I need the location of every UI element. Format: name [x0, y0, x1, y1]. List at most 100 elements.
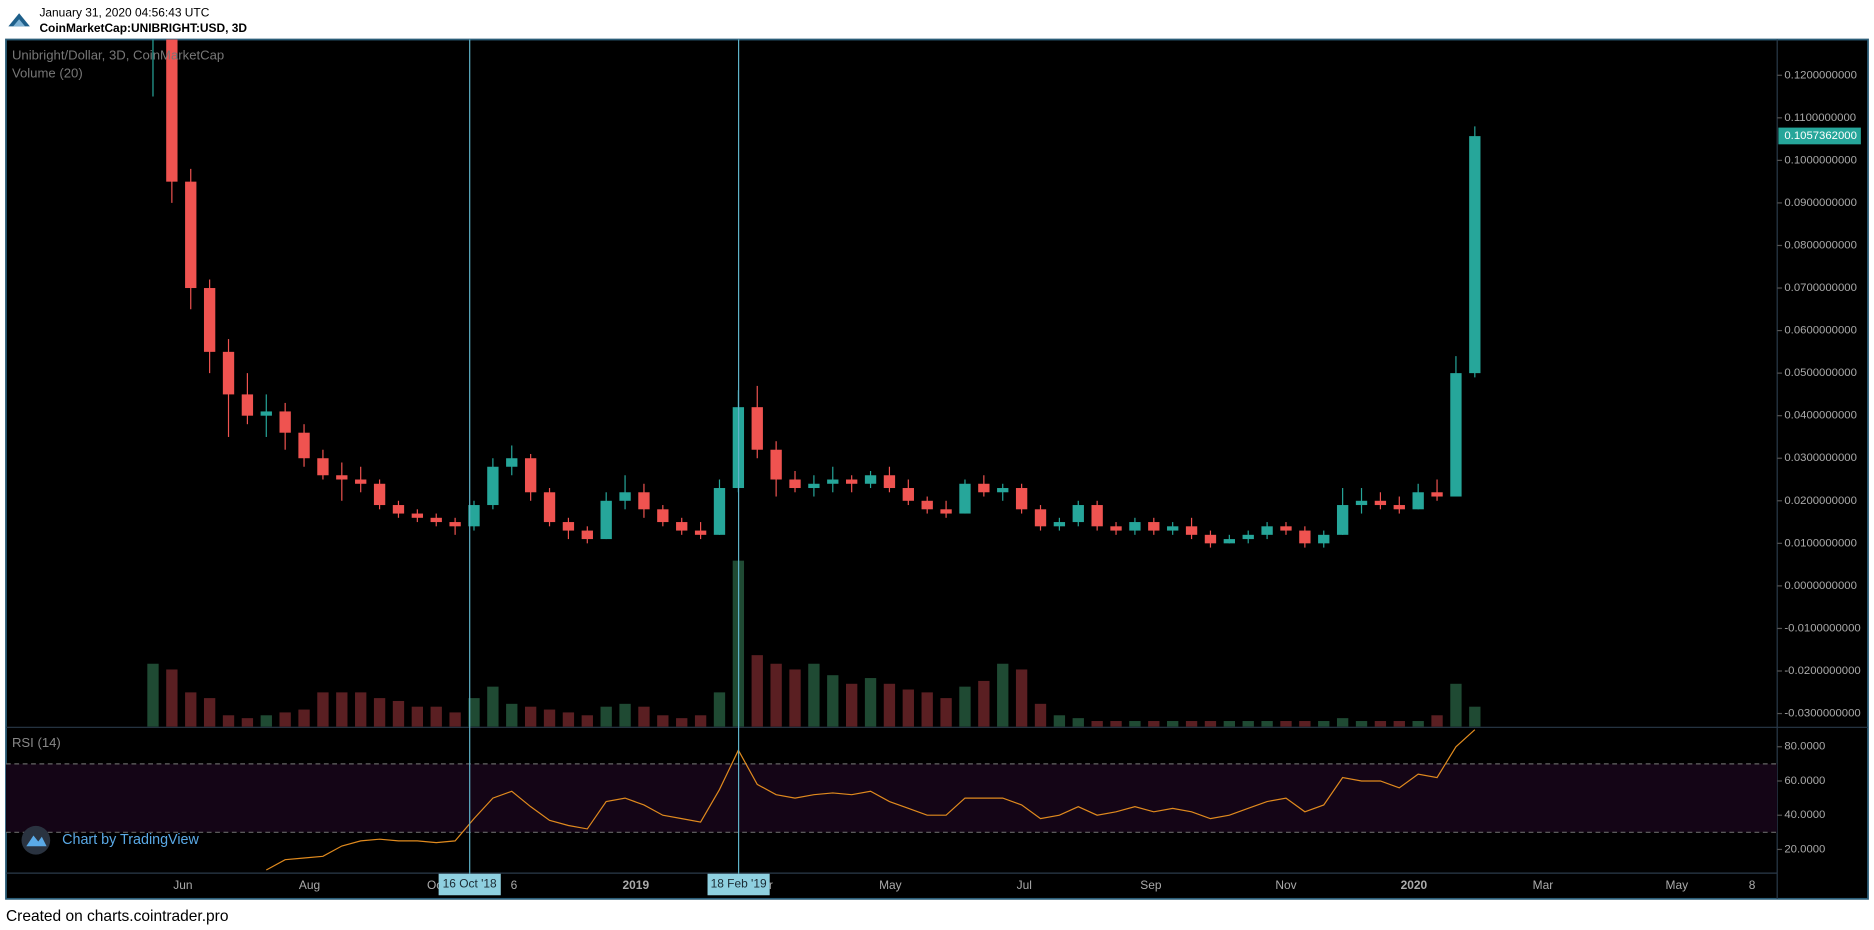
last-price-box	[1778, 127, 1861, 145]
candle-body	[846, 479, 858, 484]
candle-body	[808, 483, 820, 489]
volume-bar	[827, 675, 839, 727]
volume-bar	[147, 663, 159, 727]
x-tick-label: Nov	[1275, 878, 1296, 892]
candle-body	[241, 394, 254, 416]
volume-bar	[657, 715, 669, 727]
candle-body	[355, 479, 367, 484]
y-tick-label: 0.0800000000	[1784, 239, 1857, 251]
volume-bar	[392, 700, 405, 727]
candle-body	[676, 522, 688, 531]
x-tick-label: Aug	[299, 878, 320, 892]
volume-label: Volume (20)	[12, 66, 83, 81]
candle-body	[864, 475, 877, 484]
volume-bar	[1318, 721, 1330, 727]
candle-body	[1431, 492, 1443, 497]
candle-body	[1034, 509, 1047, 527]
rsi-label: RSI (14)	[12, 735, 61, 750]
volume-bar	[1412, 721, 1424, 727]
candle-body	[1110, 526, 1122, 531]
candle-body	[373, 483, 386, 506]
y-tick-label: 0.0300000000	[1784, 452, 1857, 464]
x-tick-label: Jul	[1017, 878, 1032, 892]
volume-bar	[336, 692, 348, 727]
volume-bar	[222, 715, 235, 727]
volume-bar	[1469, 706, 1481, 727]
y-tick-label: 0.0900000000	[1784, 197, 1857, 209]
candle-body	[1223, 539, 1235, 544]
candle-body	[694, 530, 707, 535]
x-tick-label: Jun	[173, 878, 192, 892]
candle-body	[260, 411, 272, 416]
x-tick-label: r	[769, 878, 773, 892]
volume-bar	[166, 669, 178, 727]
volume-bar	[317, 692, 329, 727]
y-tick-label: -0.0200000000	[1784, 665, 1860, 677]
last-price-label: 0.1057362000	[1784, 130, 1857, 142]
volume-bar	[1355, 721, 1368, 727]
candle-body	[1129, 522, 1141, 531]
candle-body	[921, 500, 933, 510]
volume-bar	[638, 706, 650, 727]
volume-bar	[1393, 721, 1405, 727]
rsi-tick-label: 40.0000	[1784, 809, 1825, 821]
watermark[interactable]: Chart by TradingView	[62, 832, 199, 848]
y-tick-label: 0.1100000000	[1784, 112, 1856, 124]
timestamp: January 31, 2020 04:56:43 UTC	[39, 5, 209, 19]
volume-bar	[921, 692, 933, 727]
volume-bar	[1015, 669, 1028, 727]
volume-bar	[241, 718, 254, 727]
volume-bar	[1374, 721, 1387, 727]
volume-bar	[411, 706, 424, 727]
volume-bar	[1261, 721, 1273, 727]
volume-bar	[676, 718, 688, 727]
volume-bar	[581, 715, 593, 727]
candle-body	[581, 530, 593, 540]
volume-bar	[1167, 721, 1179, 727]
rsi-tick-label: 80.0000	[1784, 741, 1825, 753]
candle-body	[336, 475, 348, 480]
volume-bar	[713, 692, 726, 727]
candle-body	[1469, 136, 1481, 374]
volume-bar	[1204, 721, 1217, 727]
candle-body	[298, 432, 310, 459]
candle-body	[185, 181, 197, 289]
y-tick-label: -0.0300000000	[1784, 708, 1860, 720]
volume-bar	[373, 698, 386, 727]
volume-bar	[770, 663, 782, 727]
volume-bar	[298, 709, 310, 727]
volume-bar	[1091, 721, 1103, 727]
volume-bar	[562, 712, 575, 727]
candle-body	[430, 517, 442, 523]
chart-frame	[5, 38, 1869, 900]
candle-body	[1393, 505, 1405, 510]
candle-body	[1204, 534, 1217, 544]
y-tick-label: 0.1200000000	[1784, 69, 1857, 81]
chart-title: Unibright/Dollar, 3D, CoinMarketCap	[12, 48, 224, 63]
candle-body	[978, 483, 990, 493]
volume-bar	[1072, 718, 1084, 727]
volume-bar	[978, 680, 990, 727]
footer: Created on charts.cointrader.pro	[6, 908, 229, 925]
candle-body	[543, 492, 556, 523]
candle-body	[506, 458, 518, 467]
candle-body	[770, 449, 782, 480]
y-tick-label: 0.1000000000	[1784, 154, 1857, 166]
volume-bar	[1129, 721, 1141, 727]
volume-bar	[940, 698, 952, 727]
candle-body	[449, 522, 461, 527]
candle-body	[997, 488, 1009, 493]
logo-inner	[13, 19, 26, 27]
candle-body	[959, 483, 971, 514]
candle-body	[392, 505, 405, 514]
y-tick-label: 0.0100000000	[1784, 537, 1857, 549]
candle-body	[468, 505, 480, 527]
x-tick-label: Sep	[1140, 878, 1162, 892]
volume-bar	[883, 683, 896, 727]
volume-bar	[1450, 683, 1462, 727]
rsi-tick-label: 60.0000	[1784, 775, 1825, 787]
candle-body	[638, 492, 650, 510]
volume-bar	[1034, 703, 1047, 727]
volume-bar	[1053, 715, 1066, 727]
rsi-pane	[5, 729, 1778, 871]
